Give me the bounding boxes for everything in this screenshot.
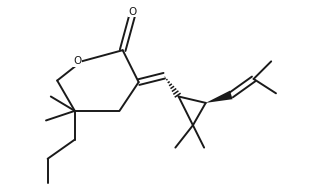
Polygon shape <box>206 91 232 103</box>
Text: O: O <box>128 7 137 17</box>
Text: O: O <box>73 56 81 66</box>
